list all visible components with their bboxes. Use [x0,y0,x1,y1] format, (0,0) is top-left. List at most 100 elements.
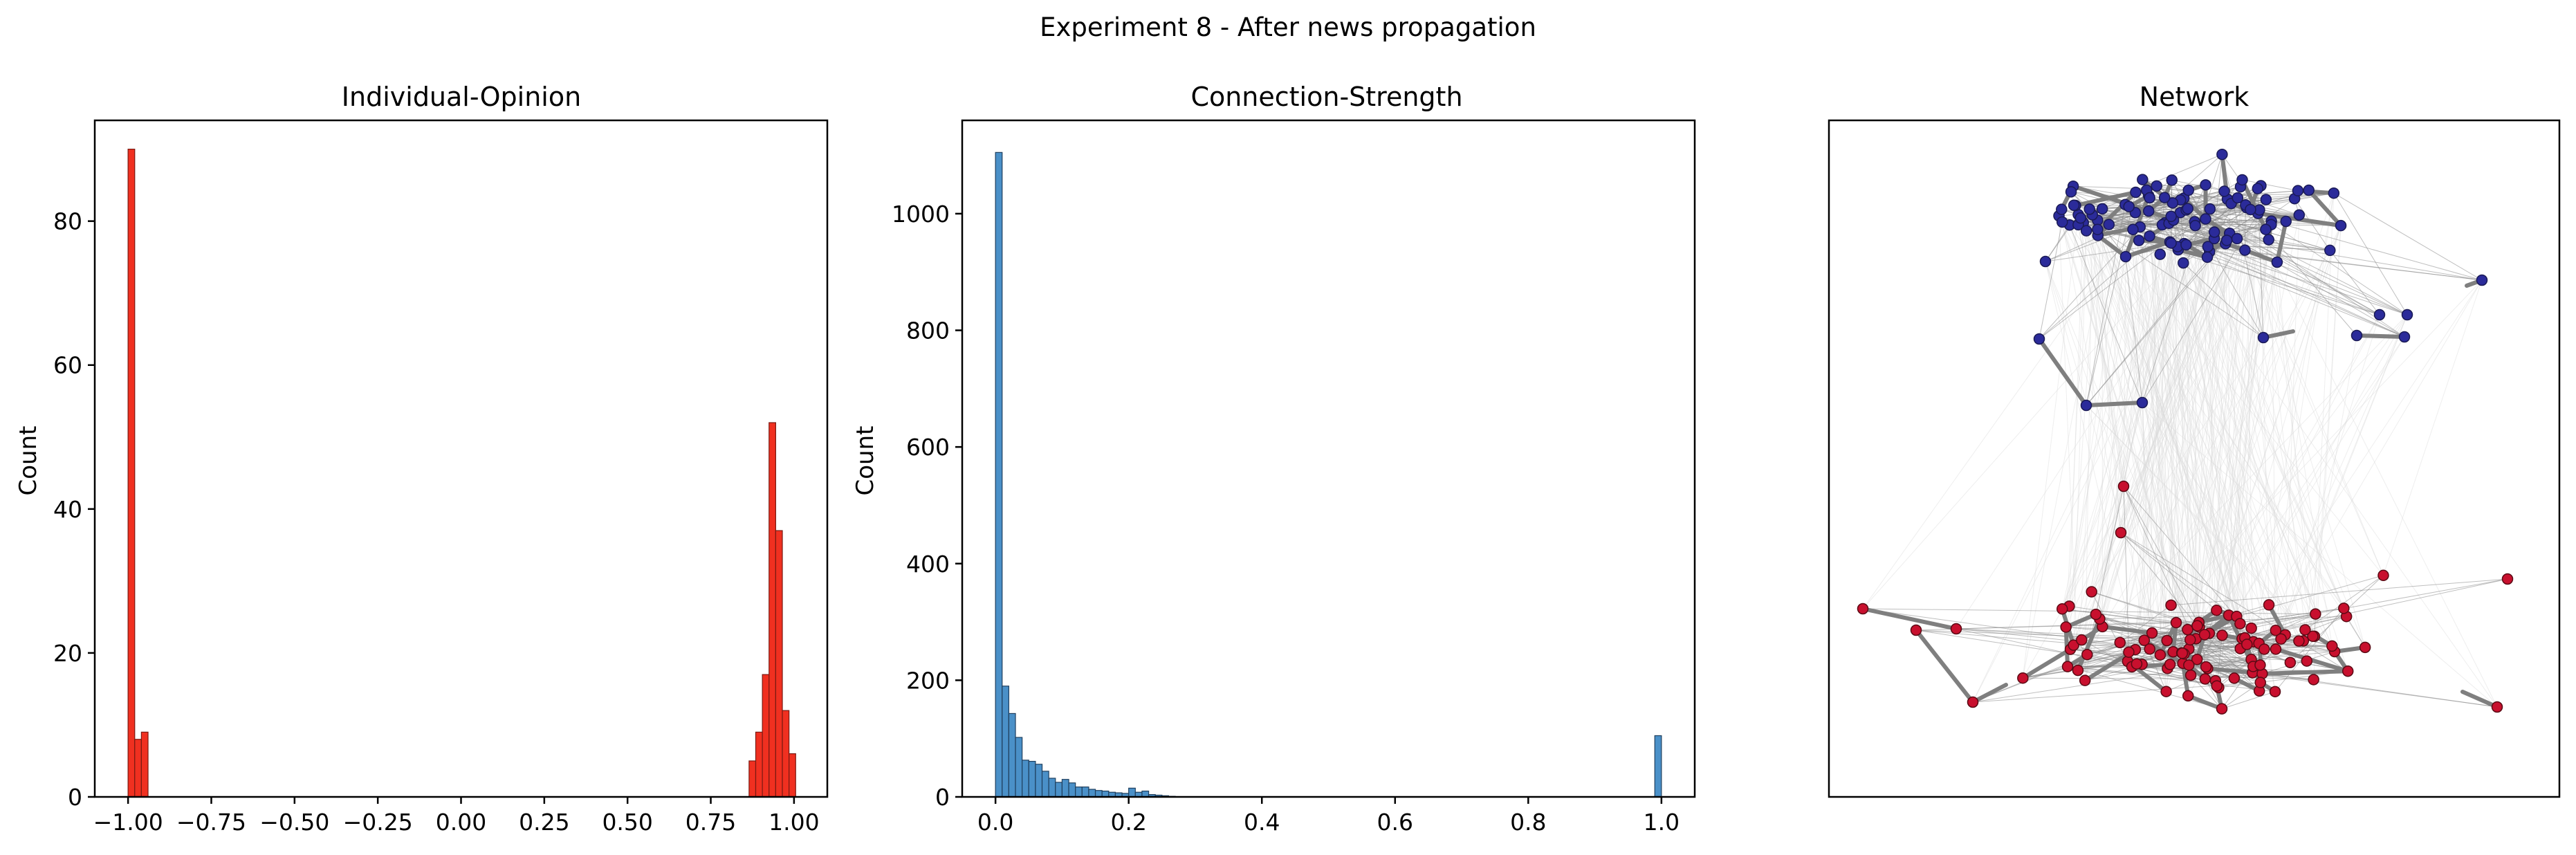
network-node-blue [2160,192,2170,203]
network-node-blue [2057,217,2068,227]
network-node-red [2200,674,2210,684]
network-node-red [2115,637,2125,647]
network-node-blue [2181,239,2191,250]
network-node-blue [2232,233,2243,243]
opinion-bar [769,423,776,797]
network-weak-edge [2285,215,2299,635]
network-node-red [2165,659,2175,670]
network-node-blue [2069,200,2079,210]
network-node-red [2162,636,2172,646]
network-node-red [2182,625,2193,635]
network-node-blue [2097,203,2108,214]
strength-histogram-ylabel: Count [852,426,879,496]
network-node-blue [2075,213,2086,223]
strength-bar [1036,764,1042,797]
network-weak-edge [2303,335,2357,641]
network-node-red [2255,677,2265,688]
opinion-bar [128,149,135,797]
network-node-blue [2209,227,2220,237]
network-node-blue [2166,211,2176,221]
strength-x-axis: 0.0 0.2 0.4 0.6 0.8 1.0 [977,797,1680,836]
opinion-histogram-title: Individual-Opinion [342,82,581,112]
strength-y-axis: 02004006008001000 [892,201,962,811]
network-node-red [2300,625,2310,635]
network-node-blue [2124,201,2134,212]
opinion-x-tick-label: 0.00 [436,809,486,836]
network-node-blue [2200,214,2211,224]
network-node-red [2116,528,2126,538]
network-node-red [2492,702,2503,712]
network-node-blue [2155,249,2165,259]
network-strong-edge [1863,609,1956,629]
opinion-y-tick-label: 60 [53,352,82,379]
network-node-red [2343,666,2353,677]
network-node-blue [2336,221,2346,231]
network-node-blue [2477,275,2487,286]
network-node-red [2057,604,2068,614]
strength-x-tick-label: 0.0 [977,809,1013,836]
opinion-bar [756,732,763,797]
network-node-red [2144,644,2155,654]
strength-x-tick-label: 1.0 [1644,809,1680,836]
network-node-red [2185,634,2196,645]
opinion-x-tick-label: 1.00 [769,809,819,836]
network-node-red [2259,644,2270,654]
strength-histogram: Connection-Strength Count 02004006008001… [852,82,1695,836]
network-node-red [2276,634,2286,644]
opinion-x-tick-label: −0.75 [176,809,246,836]
network-node-blue [2084,204,2095,214]
strength-bar [1009,713,1015,797]
network-node-blue [2237,174,2247,185]
network-node-red [2147,628,2158,638]
network-node-red [2211,681,2222,691]
network-node-blue [2182,203,2193,214]
opinion-x-tick-label: 0.25 [519,809,569,836]
network-node-red [2131,659,2142,669]
opinion-bar [782,710,789,797]
network-node-blue [2081,401,2092,411]
network-node-red [2072,665,2083,676]
network-node-blue [2144,206,2154,217]
opinion-histogram: Individual-Opinion Count 020406080 −1.00… [15,82,827,836]
network-node-red [2186,670,2196,681]
opinion-bar [789,754,796,797]
network-node-red [2308,674,2319,685]
network-node-blue [2120,251,2131,261]
network-node-blue [2281,217,2291,227]
network-node-red [2018,673,2028,683]
network-node-blue [2166,175,2177,185]
network-node-red [2229,673,2239,683]
opinion-bar [775,531,782,797]
network-node-red [2192,620,2202,631]
network-node-red [2061,622,2071,632]
network-node-blue [2144,193,2155,203]
network-node-red [2211,605,2222,616]
network-weak-edge [2209,252,2404,337]
network-node-red [1911,625,1922,636]
strength-histogram-title: Connection-Strength [1190,82,1462,112]
network-node-blue [2151,181,2162,191]
opinion-x-tick-label: −0.25 [343,809,413,836]
opinion-bar [749,761,756,797]
network-node-red [2339,603,2349,614]
network-node-blue [2328,188,2339,199]
strength-bar [1082,787,1089,797]
network-node-blue [2217,149,2227,160]
network-node-blue [2137,174,2148,185]
opinion-bar [762,674,769,797]
network-node-blue [2325,245,2335,255]
network-strong-edge [2086,403,2142,405]
strength-bars [995,152,1662,797]
network-node-blue [2057,204,2067,214]
network-node-red [2184,660,2194,670]
opinion-plot-frame [95,120,827,797]
opinion-histogram-ylabel: Count [15,426,42,496]
network-node-blue [2190,221,2200,231]
network-node-red [2378,570,2389,580]
network-node-red [1951,624,1962,634]
network-node-blue [2272,257,2282,267]
strength-bar [1069,783,1076,797]
network-node-blue [2205,204,2215,214]
network-node-red [2171,618,2181,628]
strength-bar [1142,791,1149,797]
